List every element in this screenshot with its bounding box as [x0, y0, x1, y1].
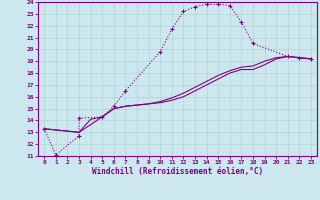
X-axis label: Windchill (Refroidissement éolien,°C): Windchill (Refroidissement éolien,°C)	[92, 167, 263, 176]
